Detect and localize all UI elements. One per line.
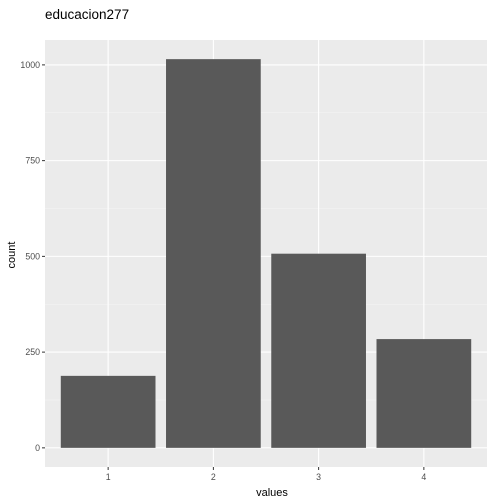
x-tick-label: 2: [211, 472, 216, 482]
y-tick-label: 750: [25, 156, 40, 166]
y-axis-label: count: [6, 242, 18, 269]
bar-2: [166, 59, 261, 448]
chart-title: educacion277: [45, 7, 129, 22]
bars: [60, 59, 472, 448]
y-tick-label: 500: [25, 251, 40, 261]
bar-4: [376, 339, 472, 448]
x-tick-label: 1: [106, 472, 111, 482]
x-tick-label: 4: [421, 472, 426, 482]
bar-1: [60, 375, 156, 448]
x-axis-label: values: [256, 487, 288, 499]
y-tick-label: 250: [25, 347, 40, 357]
x-tick-label: 3: [316, 472, 321, 482]
y-tick-label: 1000: [20, 60, 40, 70]
y-tick-label: 0: [35, 443, 40, 453]
x-axis-ticks: 1 2 3 4: [106, 467, 426, 482]
bar-3: [271, 253, 366, 448]
y-axis-ticks: 0 250 500 750 1000: [20, 60, 45, 453]
